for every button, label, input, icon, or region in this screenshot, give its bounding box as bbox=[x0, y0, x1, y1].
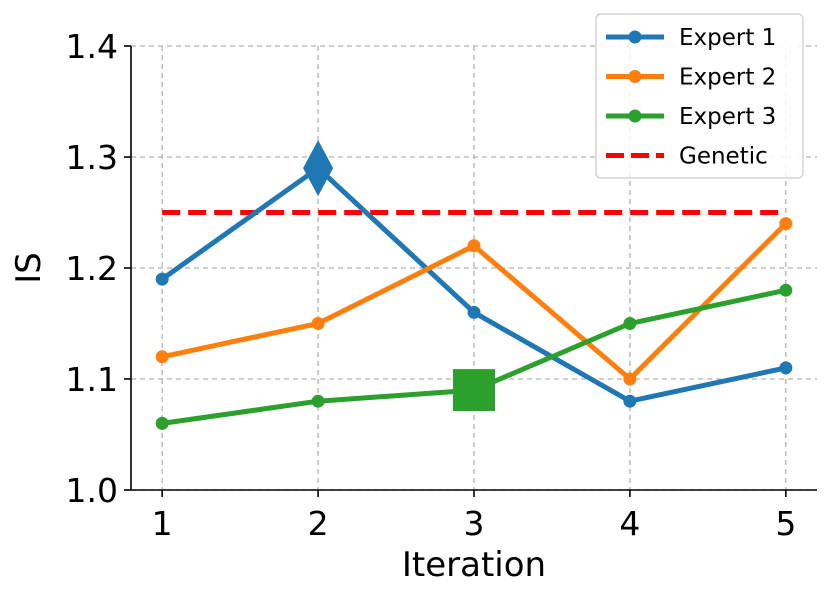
legend-label: Expert 3 bbox=[679, 104, 776, 130]
data-point bbox=[155, 416, 169, 430]
legend-marker bbox=[628, 109, 642, 123]
series-layer bbox=[155, 140, 793, 430]
y-tick-label: 1.3 bbox=[66, 138, 118, 177]
legend-label: Genetic bbox=[679, 144, 768, 170]
data-point bbox=[155, 350, 169, 364]
data-point bbox=[311, 394, 325, 408]
y-tick-label: 1.1 bbox=[66, 360, 118, 399]
legend-marker bbox=[628, 30, 642, 44]
x-tick-label: 4 bbox=[619, 504, 640, 543]
highlight-square-marker bbox=[453, 369, 495, 412]
legend-item: Expert 2 bbox=[606, 65, 776, 91]
series-expert-3 bbox=[155, 283, 793, 430]
data-point bbox=[623, 394, 637, 408]
x-tick-label: 3 bbox=[464, 504, 485, 543]
x-tick-label: 2 bbox=[308, 504, 329, 543]
ticks: 1 2 3 4 5 1.0 1.1 1.2 1.3 1.4 bbox=[66, 27, 797, 543]
legend-marker bbox=[628, 70, 642, 83]
x-axis-label: Iteration bbox=[402, 545, 546, 585]
legend-item: Expert 1 bbox=[606, 25, 776, 51]
data-point bbox=[779, 283, 793, 297]
legend-item: Genetic bbox=[606, 144, 768, 170]
data-point bbox=[623, 317, 637, 330]
data-point bbox=[623, 372, 637, 386]
highlight-diamond-marker bbox=[303, 140, 334, 197]
data-point bbox=[779, 217, 793, 231]
legend-label: Expert 2 bbox=[679, 65, 776, 91]
x-tick-label: 1 bbox=[152, 504, 173, 543]
data-point bbox=[311, 317, 325, 330]
legend-frame bbox=[595, 13, 804, 179]
legend-label: Expert 1 bbox=[679, 25, 776, 51]
data-point bbox=[779, 361, 793, 375]
data-point bbox=[155, 272, 169, 286]
legend-item: Expert 3 bbox=[606, 104, 776, 130]
y-tick-label: 1.4 bbox=[66, 27, 118, 66]
series-expert-1 bbox=[155, 140, 793, 408]
y-tick-label: 1.2 bbox=[66, 249, 118, 288]
series-expert-2 bbox=[155, 217, 793, 386]
x-tick-label: 5 bbox=[775, 504, 796, 543]
data-point bbox=[467, 305, 481, 319]
data-point bbox=[467, 239, 481, 253]
legend: Expert 1 Expert 2 Expert 3 Genetic bbox=[595, 13, 804, 179]
y-tick-label: 1.0 bbox=[66, 471, 118, 510]
y-axis-label: IS bbox=[9, 252, 49, 284]
